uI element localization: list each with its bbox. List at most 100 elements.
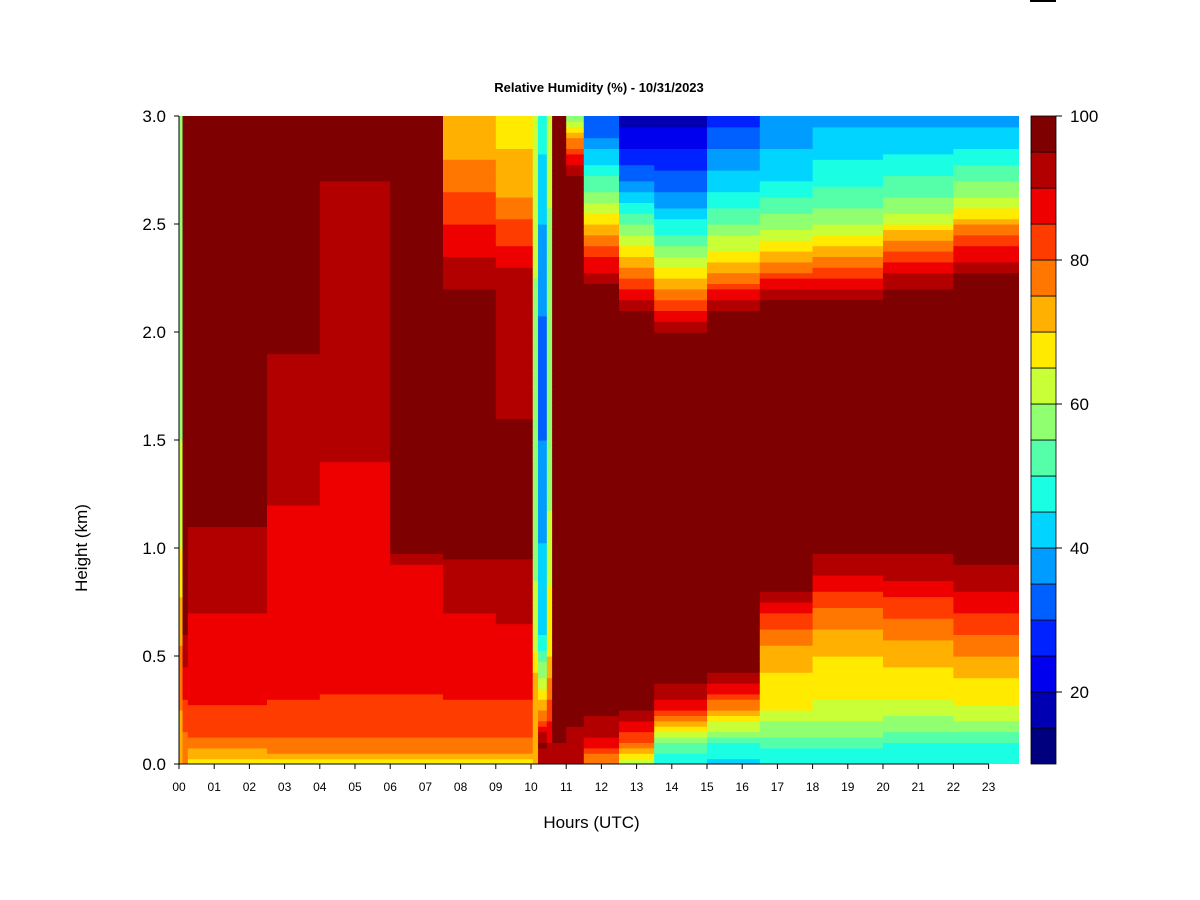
heatmap-cell	[552, 434, 567, 441]
heatmap-cell	[532, 747, 539, 754]
heatmap-cell	[566, 364, 585, 371]
heatmap-cell	[546, 499, 553, 506]
heatmap-cell	[319, 429, 391, 436]
heatmap-cell	[759, 758, 814, 764]
heatmap-cell	[953, 661, 1019, 668]
heatmap-cell	[619, 461, 655, 468]
heatmap-cell	[443, 515, 497, 522]
heatmap-cell	[707, 391, 761, 398]
heatmap-cell	[532, 251, 539, 257]
heatmap-cell	[179, 251, 184, 257]
heatmap-cell	[390, 159, 444, 166]
heatmap-cell	[319, 342, 391, 349]
heatmap-cell	[443, 607, 497, 614]
heatmap-cell	[532, 720, 539, 727]
heatmap-cell	[654, 348, 708, 355]
heatmap-cell	[532, 396, 539, 403]
heatmap-cell	[319, 332, 391, 338]
heatmap-cell	[812, 704, 884, 711]
heatmap-cell	[654, 191, 708, 198]
heatmap-cell	[953, 650, 1019, 657]
heatmap-cell	[546, 488, 553, 495]
heatmap-cell	[182, 677, 189, 684]
heatmap-cell	[883, 720, 954, 727]
heatmap-cell	[390, 126, 444, 133]
heatmap-cell	[267, 294, 321, 301]
heatmap-cell	[883, 423, 954, 430]
heatmap-cell	[532, 531, 539, 538]
heatmap-cell	[495, 191, 534, 198]
heatmap-cell	[707, 515, 761, 522]
heatmap-cell	[707, 450, 761, 457]
heatmap-cell	[812, 380, 884, 387]
heatmap-cell	[583, 153, 620, 160]
heatmap-cell	[552, 364, 567, 371]
heatmap-cell	[443, 180, 497, 187]
heatmap-cell	[546, 650, 553, 657]
heatmap-cell	[566, 645, 585, 652]
heatmap-cell	[654, 197, 708, 203]
heatmap-cell	[532, 164, 539, 171]
heatmap-cell	[883, 510, 954, 517]
heatmap-cell	[179, 337, 184, 344]
heatmap-cell	[443, 758, 497, 764]
heatmap-cell	[495, 494, 534, 500]
heatmap-cell	[538, 197, 548, 203]
heatmap-cell	[953, 634, 1019, 641]
heatmap-cell	[619, 521, 655, 527]
heatmap-cell	[319, 148, 391, 155]
heatmap-cell	[654, 234, 708, 241]
heatmap-cell	[707, 558, 761, 565]
heatmap-cell	[546, 326, 553, 333]
heatmap-cell	[953, 440, 1019, 446]
heatmap-cell	[812, 758, 884, 764]
heatmap-cell	[319, 612, 391, 619]
heatmap-cell	[267, 515, 321, 522]
heatmap-cell	[566, 423, 585, 430]
heatmap-cell	[187, 402, 268, 409]
heatmap-cell	[654, 326, 708, 333]
heatmap-cell	[443, 504, 497, 511]
heatmap-cell	[187, 548, 268, 554]
heatmap-cell	[267, 434, 321, 441]
heatmap-cell	[583, 116, 620, 122]
heatmap-cell	[495, 180, 534, 187]
heatmap-cell	[495, 639, 534, 646]
heatmap-cell	[538, 461, 548, 468]
heatmap-cell	[566, 386, 585, 392]
heatmap-cell	[566, 342, 585, 349]
heatmap-cell	[812, 504, 884, 511]
heatmap-cell	[883, 369, 954, 376]
heatmap-cell	[953, 148, 1019, 155]
heatmap-cell	[707, 531, 761, 538]
heatmap-cell	[495, 256, 534, 263]
heatmap-cell	[552, 456, 567, 463]
heatmap-cell	[552, 483, 567, 490]
heatmap-cell	[759, 656, 814, 662]
heatmap-cell	[443, 234, 497, 241]
heatmap-cell	[812, 494, 884, 500]
heatmap-cell	[538, 742, 548, 749]
heatmap-cell	[707, 526, 761, 533]
heatmap-cell	[443, 704, 497, 711]
heatmap-cell	[319, 467, 391, 473]
heatmap-cell	[583, 267, 620, 274]
heatmap-cell	[812, 240, 884, 247]
heatmap-cell	[883, 261, 954, 268]
heatmap-cell	[179, 612, 184, 619]
heatmap-cell	[532, 677, 539, 684]
heatmap-cell	[179, 699, 184, 706]
heatmap-cell	[619, 688, 655, 695]
heatmap-cell	[812, 661, 884, 668]
colorbar-tick-label: 100	[1070, 107, 1098, 126]
heatmap-cell	[443, 305, 497, 311]
heatmap-cell	[532, 488, 539, 495]
heatmap-cell	[566, 596, 585, 603]
heatmap-cell	[883, 267, 954, 274]
heatmap-cell	[538, 693, 548, 700]
heatmap-cell	[319, 369, 391, 376]
heatmap-cell	[319, 585, 391, 592]
heatmap-cell	[319, 510, 391, 517]
heatmap-cell	[883, 488, 954, 495]
